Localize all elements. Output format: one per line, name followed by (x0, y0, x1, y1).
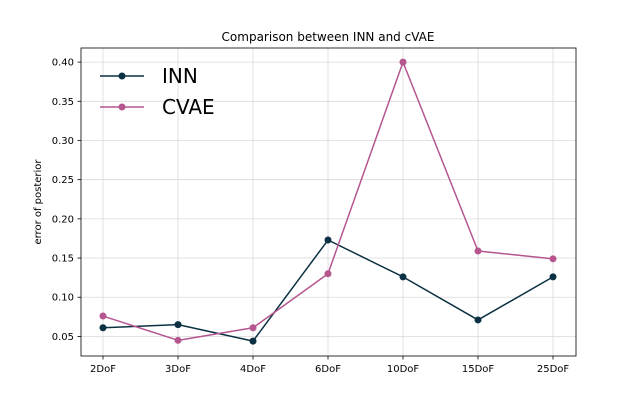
plot-frame (80, 47, 577, 357)
legend-cvae-marker (118, 103, 126, 111)
inn-data-point (174, 321, 182, 329)
y-tick-label: 0.20 (52, 214, 74, 225)
legend: INN CVAE (100, 64, 215, 119)
y-tick-label: 0.40 (52, 58, 74, 69)
cvae-data-point (174, 336, 182, 344)
cvae-data-point (324, 270, 332, 278)
y-tick-label: 0.15 (52, 254, 74, 265)
x-tick-label: 3DoF (165, 364, 191, 375)
y-tick-label: 0.30 (52, 136, 74, 147)
cvae-data-point (249, 324, 257, 332)
y-tick-label: 0.05 (52, 332, 74, 343)
inn-data-point (399, 273, 407, 281)
inn-data-point (324, 236, 332, 244)
inn-data-point (99, 324, 107, 332)
legend-inn-label: INN (162, 64, 198, 88)
inn-data-point (549, 273, 557, 281)
y-tick-label: 0.35 (52, 97, 74, 108)
y-tick-label: 0.10 (52, 293, 74, 304)
legend-inn-marker (118, 72, 126, 80)
inn-data-point (474, 316, 482, 324)
inn-data-point (249, 337, 257, 345)
grid (81, 48, 576, 356)
x-tick-label: 10DoF (387, 364, 420, 375)
x-tick-label: 25DoF (537, 364, 570, 375)
cvae-data-point (474, 247, 482, 255)
cvae-data-point (549, 255, 557, 263)
x-tick-label: 4DoF (240, 364, 266, 375)
y-tick-label: 0.25 (52, 175, 74, 186)
axis-ticks: 2DoF 3DoF 4DoF 6DoF 10DoF 15DoF 25DoF 0.05 0.10 0… (52, 58, 570, 375)
x-tick-label: 2DoF (90, 364, 116, 375)
x-tick-label: 15DoF (462, 364, 495, 375)
series-layer (99, 58, 557, 345)
x-tick-label: 6DoF (315, 364, 341, 375)
chart-title: Comparison between INN and cVAE (222, 30, 435, 44)
cvae-data-point (99, 312, 107, 320)
legend-cvae-label: CVAE (162, 95, 215, 119)
y-axis-label: error of posterior (33, 159, 44, 245)
cvae-data-point (399, 58, 407, 66)
